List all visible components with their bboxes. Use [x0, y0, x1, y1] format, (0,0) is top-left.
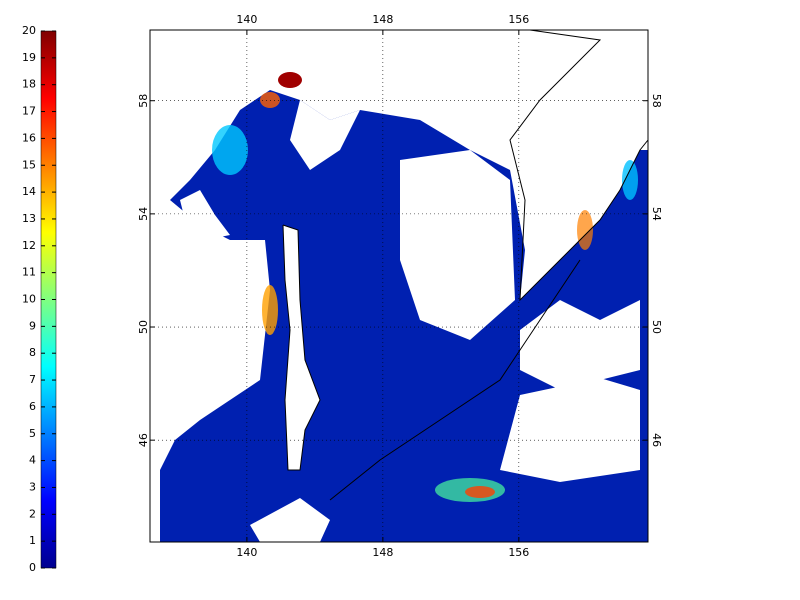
colorbar-tick-label: 17	[22, 105, 36, 118]
y-tick-label-right: 46	[650, 433, 663, 447]
x-tick-label-top: 156	[508, 13, 529, 26]
colorbar-tick-label: 3	[29, 480, 36, 493]
y-tick-label-left: 46	[137, 433, 150, 447]
colorbar-tick-label: 20	[22, 24, 36, 37]
y-tick-label-left: 54	[137, 207, 150, 221]
colorbar-tick-label: 1	[29, 534, 36, 547]
y-tick-label-left: 58	[137, 94, 150, 108]
map-frame	[149, 29, 649, 543]
y-tick-label-right: 50	[650, 320, 663, 334]
colorbar-tick-label: 16	[22, 131, 36, 144]
colorbar-tick-label: 12	[22, 239, 36, 252]
colorbar-tick-label: 18	[22, 78, 36, 91]
y-tick-label-right: 58	[650, 94, 663, 108]
x-tick-label-top: 140	[236, 13, 257, 26]
colorbar-tick-label: 10	[22, 293, 36, 306]
colorbar-tick-label: 6	[29, 400, 36, 413]
colorbar-tick-label: 4	[29, 454, 36, 467]
colorbar-tick-label: 19	[22, 51, 36, 64]
map-image	[150, 30, 648, 542]
colorbar-tick-label: 5	[29, 427, 36, 440]
x-tick-label-bottom: 148	[372, 546, 393, 559]
colorbar-tick-label: 0	[29, 561, 36, 574]
y-tick-label-left: 50	[137, 320, 150, 334]
colorbar-tick-label: 15	[22, 158, 36, 171]
y-tick-label-right: 54	[650, 207, 663, 221]
x-tick-label-top: 148	[372, 13, 393, 26]
colorbar-tick-label: 9	[29, 319, 36, 332]
grid	[150, 30, 648, 542]
colorbar-tick-label: 13	[22, 212, 36, 225]
colorbar-tick-label: 14	[22, 185, 36, 198]
colorbar-tick-label: 7	[29, 373, 36, 386]
colorbar-tick-label: 11	[22, 266, 36, 279]
colorbar-tick-label: 2	[29, 507, 36, 520]
x-tick-label-bottom: 140	[236, 546, 257, 559]
x-tick-label-bottom: 156	[508, 546, 529, 559]
colorbar-tick-label: 8	[29, 346, 36, 359]
